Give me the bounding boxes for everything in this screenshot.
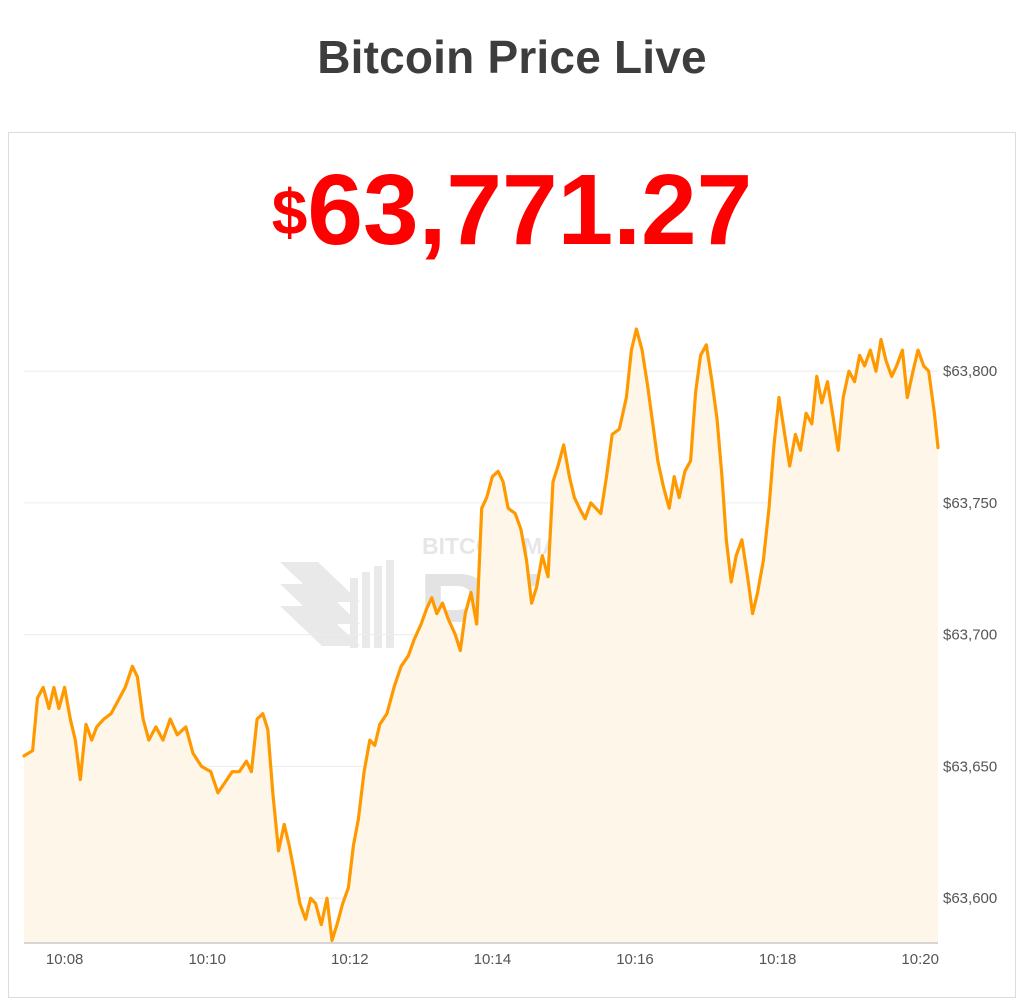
x-tick-label: 10:12	[331, 951, 369, 968]
x-tick-label: 10:08	[46, 951, 84, 968]
price-area-fill	[24, 329, 938, 943]
price-amount: 63,771.27	[307, 154, 753, 266]
page-title: Bitcoin Price Live	[317, 31, 707, 83]
y-tick-label: $63,650	[943, 758, 997, 775]
x-tick-label: 10:10	[188, 951, 226, 968]
x-tick-label: 10:14	[474, 951, 512, 968]
y-tick-label: $63,600	[943, 890, 997, 907]
y-tick-label: $63,700	[943, 627, 997, 644]
x-tick-label: 10:18	[759, 951, 797, 968]
y-tick-label: $63,800	[943, 363, 997, 380]
price-line[interactable]	[22, 327, 940, 942]
x-axis-ticks: 10:08 10:10 10:12 10:14 10:16 10:18 10:20	[46, 951, 939, 968]
currency-symbol: $	[271, 176, 308, 248]
live-price: $63,771.27	[0, 160, 1024, 260]
y-axis-ticks: $63,600 $63,650 $63,700 $63,750 $63,800	[943, 363, 997, 907]
y-tick-label: $63,750	[943, 495, 997, 512]
watermark-logo-icon	[280, 560, 394, 648]
x-tick-label: 10:16	[616, 951, 654, 968]
x-tick-label: 10:20	[901, 951, 939, 968]
